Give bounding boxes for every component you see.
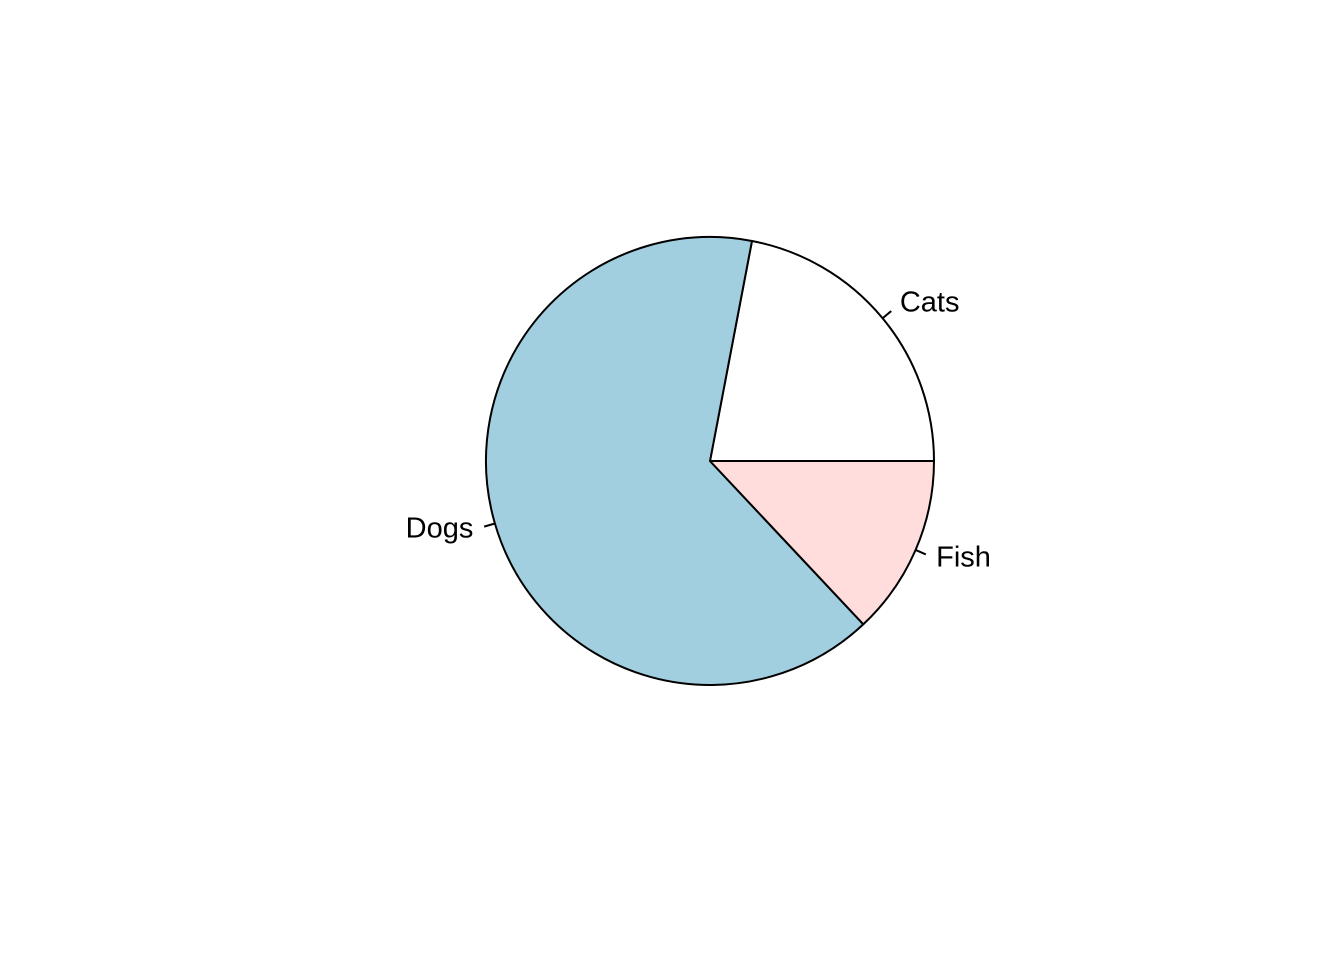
label-tick-cats	[881, 310, 892, 319]
label-tick-fish	[915, 549, 927, 556]
slice-label-dogs: Dogs	[406, 512, 474, 544]
pie-slice-cats	[709, 239, 935, 462]
slice-label-cats: Cats	[900, 287, 960, 319]
pie-slices	[485, 236, 935, 686]
slice-labels: Cats Dogs Fish	[406, 287, 991, 574]
label-tick-dogs	[483, 522, 496, 528]
slice-label-fish: Fish	[936, 542, 991, 574]
label-ticks	[483, 310, 927, 556]
pie-slice-fish	[709, 460, 935, 626]
